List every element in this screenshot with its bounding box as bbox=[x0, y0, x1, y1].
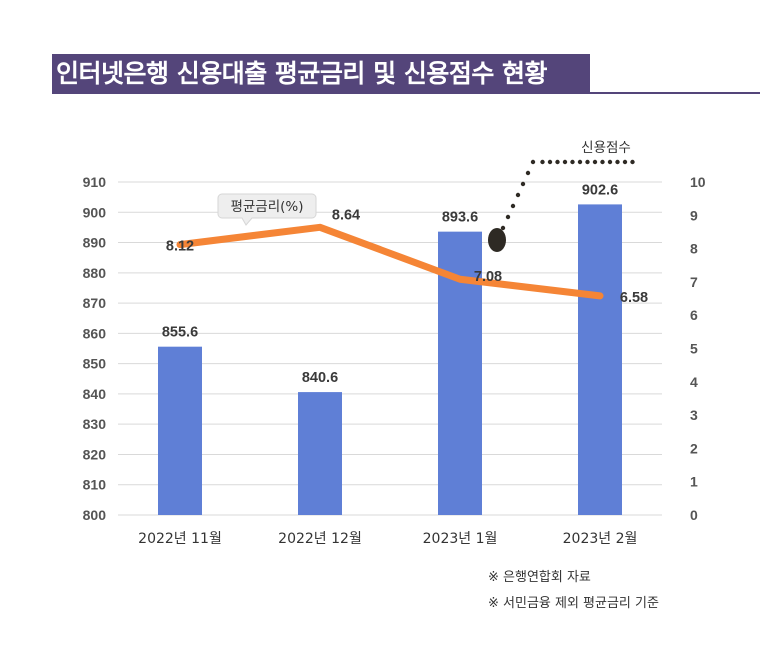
right-axis-tick-label: 7 bbox=[690, 274, 698, 290]
left-axis-tick-label: 800 bbox=[83, 507, 107, 523]
bar-legend-leader: 신용점수 bbox=[488, 140, 635, 252]
left-axis-tick-label: 840 bbox=[83, 386, 107, 402]
gridlines bbox=[118, 181, 662, 516]
leader-dot bbox=[505, 214, 511, 220]
leader-dot bbox=[515, 192, 521, 198]
bar-legend-label: 신용점수 bbox=[581, 140, 631, 156]
category-label: 2023년 1월 bbox=[423, 531, 498, 547]
annotations: 평균금리(%) 신용점수 bbox=[217, 140, 635, 252]
left-axis-tick-label: 890 bbox=[83, 235, 107, 251]
category-label: 2022년 11월 bbox=[138, 531, 222, 547]
source-note: ※ 은행연합회 자료 bbox=[488, 570, 591, 585]
leader-dot bbox=[607, 159, 613, 165]
leader-dot bbox=[600, 159, 605, 165]
bar-data-label: 840.6 bbox=[302, 370, 338, 386]
left-axis-tick-label: 850 bbox=[83, 356, 107, 372]
title-background bbox=[52, 54, 590, 94]
line-series bbox=[176, 223, 604, 300]
title-underline bbox=[590, 92, 760, 94]
chart-title: 인터넷은행 신용대출 평균금리 및 신용점수 현황 bbox=[56, 59, 548, 88]
callout-label: 평균금리(%) bbox=[230, 199, 303, 215]
leader-anchor-dot bbox=[488, 228, 506, 252]
line-data-label: 7.08 bbox=[474, 269, 502, 285]
line-data-label: 6.58 bbox=[620, 290, 648, 306]
leader-dot bbox=[510, 203, 516, 209]
bar-data-label: 855.6 bbox=[162, 325, 198, 341]
line-path bbox=[176, 223, 604, 300]
bar-data-labels: 855.6 840.6 893.6 902.6 bbox=[162, 182, 618, 386]
right-axis-tick-label: 8 bbox=[690, 241, 698, 257]
leader-dot bbox=[622, 159, 628, 165]
bar bbox=[158, 346, 202, 515]
category-label: 2022년 12월 bbox=[278, 531, 362, 547]
right-axis-tick-label: 1 bbox=[690, 474, 698, 490]
right-axis-tick-label: 6 bbox=[690, 307, 698, 323]
bar-data-label: 902.6 bbox=[582, 182, 618, 198]
right-axis-tick-label: 2 bbox=[690, 440, 698, 456]
right-axis-tick-label: 10 bbox=[690, 174, 706, 190]
left-axis-tick-label: 880 bbox=[83, 265, 107, 281]
basis-note: ※ 서민금융 제외 평균금리 기준 bbox=[488, 596, 659, 611]
category-label: 2023년 2월 bbox=[563, 531, 638, 547]
leader-dot bbox=[615, 159, 620, 165]
right-axis-tick-label: 0 bbox=[690, 507, 698, 523]
leader-dot bbox=[555, 159, 560, 165]
leader-dot bbox=[525, 170, 531, 176]
leader-dot bbox=[520, 181, 526, 187]
category-labels: 2022년 11월 2022년 12월 2023년 1월 2023년 2월 bbox=[138, 531, 637, 547]
line-legend-callout: 평균금리(%) bbox=[217, 193, 317, 226]
left-axis-tick-label: 860 bbox=[83, 325, 107, 341]
left-axis-tick-label: 900 bbox=[83, 204, 107, 220]
line-data-label: 8.64 bbox=[332, 207, 360, 223]
leader-dot bbox=[562, 159, 568, 165]
left-axis-tick-label: 830 bbox=[83, 416, 107, 432]
right-axis-tick-label: 9 bbox=[690, 207, 698, 223]
right-axis-tick-label: 5 bbox=[690, 341, 698, 357]
left-axis-tick-label: 870 bbox=[83, 295, 107, 311]
line-data-label: 8.12 bbox=[166, 239, 194, 255]
leader-dot bbox=[630, 159, 635, 165]
leader-dot bbox=[585, 159, 590, 165]
bar bbox=[578, 204, 622, 515]
left-axis-ticks: 800 810 820 830 840 850 860 870 880 890 900 910 bbox=[83, 174, 107, 523]
leader-dot bbox=[570, 159, 575, 165]
leader-dot bbox=[500, 225, 506, 231]
right-axis-tick-label: 3 bbox=[690, 407, 698, 423]
leader-dot bbox=[592, 159, 598, 165]
left-axis-tick-label: 820 bbox=[83, 446, 107, 462]
left-axis-tick-label: 910 bbox=[83, 174, 107, 190]
callout-bubble bbox=[217, 193, 317, 226]
bar bbox=[298, 392, 342, 515]
right-axis-ticks: 0 1 2 3 4 5 6 7 8 9 10 bbox=[690, 174, 706, 523]
leader-dot bbox=[547, 159, 553, 165]
right-axis-tick-label: 4 bbox=[690, 374, 698, 390]
leader-dot bbox=[577, 159, 583, 165]
bar-data-label: 893.6 bbox=[442, 210, 478, 226]
line-data-labels: 8.12 8.64 7.08 6.58 bbox=[166, 207, 648, 306]
left-axis-tick-label: 810 bbox=[83, 477, 107, 493]
leader-dot bbox=[530, 159, 536, 165]
leader-dot bbox=[540, 159, 545, 165]
